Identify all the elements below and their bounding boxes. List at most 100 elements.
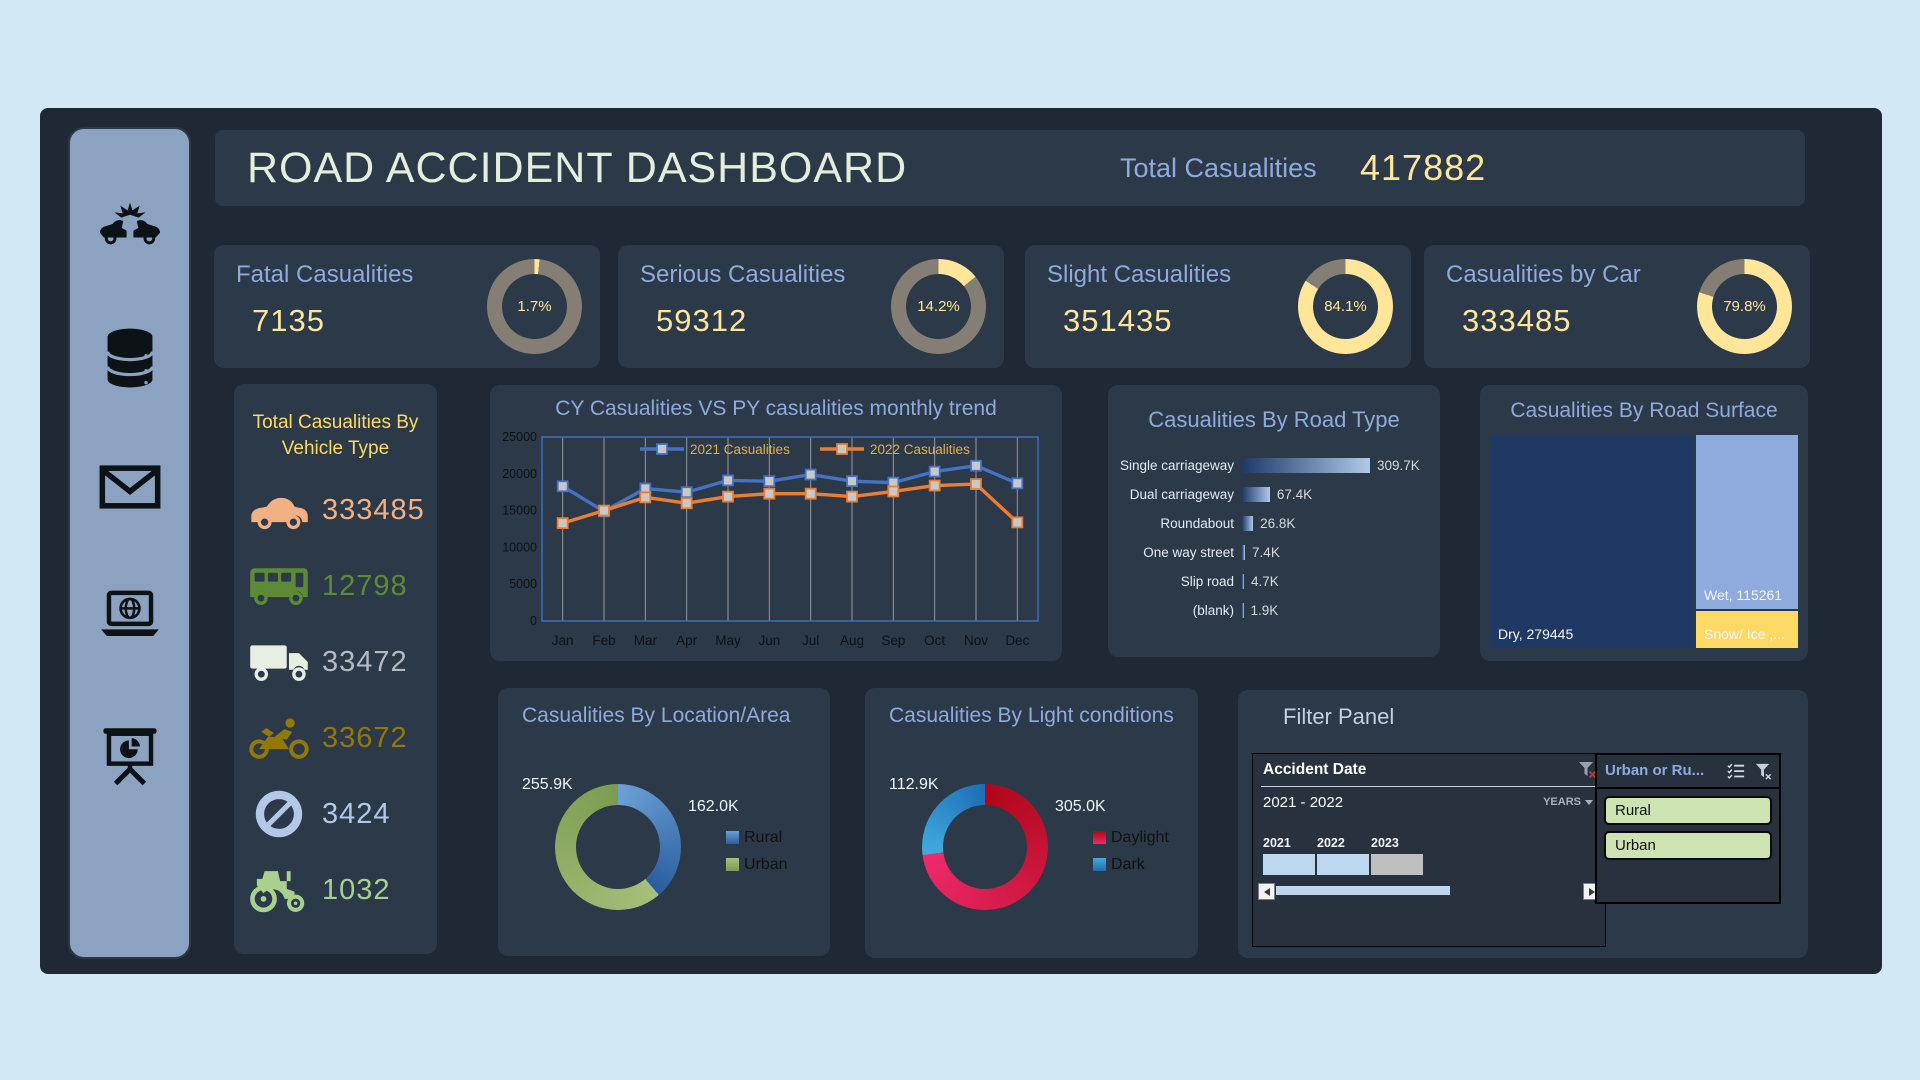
- clear-filter-icon[interactable]: [1577, 759, 1597, 779]
- road-surface-title: Casualities By Road Surface: [1510, 399, 1778, 422]
- road-type-bar[interactable]: [1242, 458, 1370, 473]
- slicer-items: Rural Urban: [1604, 796, 1772, 866]
- road-type-value: 7.4K: [1252, 545, 1280, 560]
- vehicle-row: 33472: [248, 624, 429, 700]
- treemap-cell-dry[interactable]: Dry, 279445: [1490, 435, 1694, 648]
- scroll-left-button[interactable]: [1258, 883, 1275, 900]
- chart-legend: Rural Urban: [726, 824, 788, 878]
- slicer-item-rural[interactable]: Rural: [1604, 796, 1772, 825]
- scrollbar-thumb[interactable]: [1276, 886, 1451, 895]
- sidebar: [68, 127, 191, 959]
- timeline-year-bar-2022[interactable]: [1317, 854, 1369, 875]
- svg-text:Dec: Dec: [1005, 633, 1029, 648]
- road-type-bar[interactable]: [1242, 487, 1270, 502]
- legend-label: Urban: [744, 855, 788, 873]
- location-chart-title: Casualities By Location/Area: [522, 704, 791, 727]
- timeline-year-bar-2023[interactable]: [1371, 854, 1423, 875]
- road-type-panel: Casualities By Road Type Single carriage…: [1108, 385, 1440, 657]
- presentation-chart-icon[interactable]: [99, 726, 161, 788]
- legend-swatch: [1093, 858, 1106, 871]
- legend-item[interactable]: Dark: [1093, 851, 1169, 878]
- kpi-percent-label: 14.2%: [917, 298, 960, 315]
- treemap-cell-snow-ice[interactable]: Snow/ Ice ,...: [1696, 611, 1798, 648]
- header-bar: ROAD ACCIDENT DASHBOARD Total Casualitie…: [215, 130, 1805, 206]
- data-label: 112.9K: [889, 776, 939, 793]
- treemap-label: Wet, 115261: [1704, 587, 1783, 603]
- trend-line-chart[interactable]: 0 5000 10000 15000 20000 25000 Jan Feb Mar Apr May…: [502, 427, 1050, 658]
- tractor-icon: [248, 864, 310, 916]
- timeline-year-bar-2021[interactable]: [1263, 854, 1315, 875]
- chart-legend: Daylight Dark: [1093, 824, 1169, 878]
- clear-filter-icon[interactable]: [1754, 762, 1773, 780]
- kpi-percent-label: 84.1%: [1324, 298, 1367, 315]
- urban-rural-slicer: Urban or Ru... Rural Urban: [1595, 753, 1781, 904]
- treemap-label: Dry, 279445: [1498, 626, 1574, 642]
- slicer-item-urban[interactable]: Urban: [1604, 831, 1772, 860]
- road-type-bar[interactable]: [1242, 516, 1254, 531]
- vehicle-rows: 333485 12798 33472 33672 3424 1032: [248, 472, 429, 928]
- kpi-donut-chart[interactable]: 79.8%: [1697, 259, 1792, 354]
- svg-text:Jan: Jan: [552, 633, 574, 648]
- light-conditions-panel: Casualities By Light conditions 112.9K 30…: [865, 688, 1198, 958]
- road-type-bars: Single carriageway 309.7K Dual carriageway…: [1116, 451, 1434, 625]
- light-donut-chart[interactable]: [922, 784, 1048, 910]
- svg-text:Feb: Feb: [592, 633, 615, 648]
- timeline-period-dropdown[interactable]: YEARS: [1543, 796, 1593, 808]
- kpi-card-casualities-by-car: Casualities by Car 333485 79.8%: [1424, 245, 1810, 368]
- vehicle-row: 1032: [248, 852, 429, 928]
- road-type-row: Single carriageway 309.7K: [1116, 451, 1434, 480]
- legend-item[interactable]: Urban: [726, 851, 788, 878]
- timeline-year-label: 2021: [1263, 836, 1291, 850]
- legend-item[interactable]: Rural: [726, 824, 788, 851]
- kpi-donut-chart[interactable]: 1.7%: [487, 259, 582, 354]
- slicer-header: Urban or Ru...: [1605, 762, 1705, 779]
- road-surface-treemap[interactable]: Dry, 279445 Wet, 115261 Snow/ Ice ,...: [1490, 435, 1798, 648]
- road-type-value: 67.4K: [1276, 487, 1313, 502]
- mail-icon[interactable]: [99, 456, 161, 518]
- kpi-title: Casualities by Car: [1446, 261, 1641, 288]
- filter-panel-title: Filter Panel: [1283, 704, 1395, 729]
- car-crash-icon[interactable]: [99, 192, 161, 254]
- kpi-value: 7135: [252, 303, 325, 338]
- road-type-bar[interactable]: [1242, 545, 1246, 560]
- road-type-row: Slip road 4.7K: [1116, 567, 1434, 596]
- road-type-category: Dual carriageway: [1129, 487, 1234, 502]
- vehicle-count: 12798: [322, 569, 408, 602]
- kpi-title: Serious Casualities: [640, 261, 846, 288]
- bus-icon: [248, 560, 310, 612]
- truck-icon: [248, 636, 310, 688]
- svg-text:2022 Casualities: 2022 Casualities: [870, 442, 970, 457]
- vehicle-count: 3424: [322, 797, 391, 830]
- road-type-row: Dual carriageway 67.4K: [1116, 480, 1434, 509]
- timeline-year-labels: 2021 2022 2023: [1263, 836, 1423, 850]
- kpi-donut-chart[interactable]: 14.2%: [891, 259, 986, 354]
- svg-text:0: 0: [530, 614, 537, 628]
- monthly-trend-panel: CY Casualities VS PY casualities monthly…: [490, 385, 1062, 661]
- kpi-donut-chart[interactable]: 84.1%: [1298, 259, 1393, 354]
- svg-text:Jun: Jun: [758, 633, 780, 648]
- total-casualties-value: 417882: [1360, 147, 1487, 188]
- road-type-bar[interactable]: [1242, 574, 1244, 589]
- vehicle-type-panel: Total Casualities By Vehicle Type 333485…: [234, 384, 437, 954]
- slicer-divider: [1597, 787, 1779, 789]
- treemap-cell-wet[interactable]: Wet, 115261: [1696, 435, 1798, 609]
- kpi-percent-label: 1.7%: [517, 298, 552, 315]
- vehicle-count: 33672: [322, 721, 408, 754]
- svg-text:20000: 20000: [502, 467, 537, 481]
- kpi-value: 333485: [1462, 303, 1572, 338]
- road-type-bar[interactable]: [1242, 603, 1244, 618]
- kpi-card-fatal-casualities: Fatal Casualities 7135 1.7%: [214, 245, 600, 368]
- legend-label: Dark: [1111, 855, 1145, 873]
- dashboard-surface: ROAD ACCIDENT DASHBOARD Total Casualitie…: [40, 108, 1882, 974]
- database-icon[interactable]: [99, 327, 161, 389]
- vehicle-count: 1032: [322, 873, 391, 906]
- location-donut-chart[interactable]: [555, 784, 681, 910]
- scrollbar-track[interactable]: [1276, 886, 1582, 895]
- legend-item[interactable]: Daylight: [1093, 824, 1169, 851]
- timeline-selected-range: 2021 - 2022: [1263, 794, 1344, 811]
- road-type-category: Single carriageway: [1119, 458, 1234, 473]
- laptop-globe-icon[interactable]: [99, 584, 161, 646]
- road-type-value: 1.9K: [1250, 603, 1279, 618]
- multi-select-icon[interactable]: [1727, 763, 1745, 779]
